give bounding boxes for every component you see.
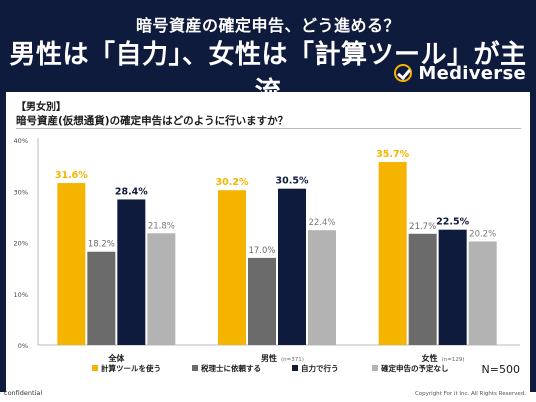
brand-logo: Mediverse xyxy=(394,62,526,84)
category-sample-note: (n=371) xyxy=(281,357,304,363)
sample-size-label: N=500 xyxy=(482,363,520,376)
y-tick-label: 20% xyxy=(14,240,28,248)
legend-swatch xyxy=(292,365,298,371)
data-label: 18.2% xyxy=(88,240,115,250)
bar xyxy=(117,199,146,345)
data-label: 31.6% xyxy=(55,170,88,181)
legend-swatch xyxy=(372,365,378,371)
category-sample-note: (n=129) xyxy=(442,357,465,363)
x-tick-label: 全体 xyxy=(107,353,125,363)
legend-label: 自力で行う xyxy=(301,363,339,373)
x-tick-label: 男性 xyxy=(261,353,277,363)
data-label: 22.4% xyxy=(308,218,335,228)
data-label: 21.7% xyxy=(409,222,436,232)
y-tick-label: 40% xyxy=(14,137,28,145)
legend-swatch xyxy=(92,365,98,371)
logo-text: Mediverse xyxy=(418,62,526,84)
bar xyxy=(57,183,86,345)
chart-panel: 【男女別】 暗号資産(仮想通貨)の確定申告はどのように行いますか？ 0% 10% 2… xyxy=(6,92,530,392)
bar xyxy=(378,162,407,345)
data-label: 21.8% xyxy=(148,221,175,231)
data-label: 28.4% xyxy=(115,186,148,197)
y-tick-label: 0% xyxy=(18,342,28,350)
bar xyxy=(147,233,176,345)
check-logo-icon xyxy=(394,64,413,82)
bar xyxy=(438,229,467,345)
legend-label: 計算ツールを使う xyxy=(101,363,161,373)
legend-swatch xyxy=(192,365,198,371)
confidential-label: confidential xyxy=(4,389,43,397)
bar xyxy=(248,257,276,345)
survey-question: 暗号資産(仮想通貨)の確定申告はどのように行いますか？ xyxy=(16,115,289,127)
bar xyxy=(408,233,437,345)
section-tag: 【男女別】 xyxy=(16,102,66,113)
question-divider xyxy=(16,128,521,129)
header-banner: 暗号資産の確定申告、どう進める？ 男性は「自力」、女性は「計算ツール」が主流 M… xyxy=(0,0,536,107)
data-label: 20.2% xyxy=(469,229,496,239)
legend-label: 確定申告の予定なし xyxy=(380,363,449,373)
y-tick-label: 30% xyxy=(14,188,28,196)
legend-label: 税理士に依頼する xyxy=(201,363,261,373)
bar xyxy=(308,230,336,345)
data-label: 35.7% xyxy=(376,149,409,160)
data-label: 22.5% xyxy=(436,217,469,228)
x-tick-label: 女性 xyxy=(422,353,438,363)
data-label: 17.0% xyxy=(248,246,275,256)
copyright-text: Copyright For it Inc. All Rights Reserve… xyxy=(414,391,526,397)
y-tick-label: 10% xyxy=(14,291,28,299)
bar xyxy=(218,190,246,345)
bar-chart: 0% 10% 20% 30% 40% 31.6% 18.2% 28.4% 21.8% 全体 30.2… xyxy=(14,137,520,376)
bar xyxy=(87,251,116,345)
bar xyxy=(468,241,497,345)
footer xyxy=(0,392,536,402)
bar xyxy=(278,188,306,345)
data-label: 30.5% xyxy=(276,176,309,187)
header-subtitle: 暗号資産の確定申告、どう進める？ xyxy=(135,16,400,35)
data-label: 30.2% xyxy=(216,177,249,188)
